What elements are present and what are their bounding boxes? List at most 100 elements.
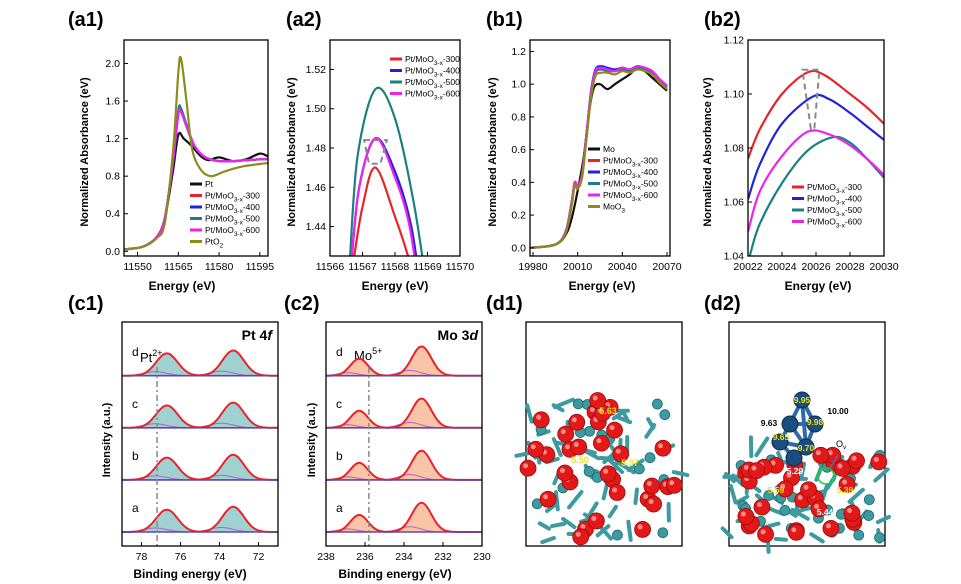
legend-label-s600: Pt/MoO3-x-600 xyxy=(405,89,460,102)
d1-o-highlight xyxy=(530,444,536,450)
d1-o-highlight xyxy=(575,531,581,537)
d2-o-atom xyxy=(737,508,755,525)
x-tick-label-c2: 234 xyxy=(395,551,413,563)
d1-o-atom xyxy=(643,477,661,495)
d2-o-highlight xyxy=(780,483,786,489)
spectrum-label-a: a xyxy=(132,501,139,515)
series-group-b1 xyxy=(530,65,668,249)
legend-label-Pt: Pt xyxy=(205,179,214,189)
x-tick-label-c2: 230 xyxy=(473,551,491,563)
legend-label-s400: Pt/MoO3-x-400 xyxy=(405,66,460,79)
pt-cluster xyxy=(771,391,824,467)
pt-atom xyxy=(781,415,799,433)
y-tick-label-a1: 1.2 xyxy=(105,133,120,145)
charge-label-d2: 9.98 xyxy=(807,417,824,427)
x-tick-label-a2: 11567 xyxy=(348,261,377,273)
d1-slab xyxy=(514,392,690,546)
d1-o-highlight xyxy=(615,448,621,454)
d2-o-atom xyxy=(848,452,865,470)
ylabel-c1: Intensity (a.u.) xyxy=(101,402,113,477)
d1-o-highlight xyxy=(592,395,598,401)
d1-bond xyxy=(561,516,577,530)
legend-label-s400: Pt/MoO3-x-400 xyxy=(205,202,260,215)
d2-bond xyxy=(847,487,865,504)
plot-frame-c1 xyxy=(121,321,279,547)
dashed-highlight-a2 xyxy=(362,139,389,165)
d2-mo-atom xyxy=(863,494,875,506)
d1-bond xyxy=(633,487,639,505)
series-group-b2 xyxy=(748,68,884,256)
d2-o-highlight xyxy=(791,527,797,533)
d2-o-highlight xyxy=(756,502,762,508)
x-tick-label-c1: 76 xyxy=(175,551,187,563)
d1-o-atom xyxy=(572,528,590,546)
d1-bond xyxy=(644,422,657,439)
d1-o-atom xyxy=(587,512,605,530)
y-tick-label-b1: 0.0 xyxy=(511,242,526,254)
ylabel-a1: Normalized Absorbance (eV) xyxy=(79,77,91,227)
fit-envelope-a xyxy=(122,505,278,533)
d2-bond xyxy=(720,526,734,540)
series-line-a2-s500 xyxy=(349,86,424,256)
x-tick-label-c1: 72 xyxy=(253,551,265,563)
x-tick-label-a2: 11568 xyxy=(381,261,410,273)
d2-bond xyxy=(773,536,788,542)
x-tick-label-a2: 11566 xyxy=(316,261,345,273)
y-tick-label-a1: 1.6 xyxy=(105,96,120,108)
legend-label-s500: Pt/MoO3-x-500 xyxy=(807,205,862,218)
d1-mo-atom xyxy=(659,409,671,421)
d1-o-atom xyxy=(519,459,537,477)
legend-label-s300: Pt/MoO3-x-300 xyxy=(807,182,862,195)
d1-o-atom xyxy=(634,521,651,538)
series-line-b1-MoO3 xyxy=(530,68,668,249)
spectrum-label-d: d xyxy=(132,345,139,359)
d1-o-atom xyxy=(570,438,588,456)
d1-o-atom xyxy=(654,439,672,457)
d1-o-highlight xyxy=(643,494,649,500)
y-tick-label-a1: 0.4 xyxy=(105,208,120,220)
xlabel-c1: Binding energy (eV) xyxy=(133,567,246,581)
panel-label-a1: (a1) xyxy=(68,9,104,31)
fit-envelope-c xyxy=(122,401,278,429)
d1-o-atom xyxy=(539,490,557,508)
series-line-a1-PtO2 xyxy=(124,55,268,251)
y-tick-label-b2: 1.04 xyxy=(724,251,745,263)
legend-label-s500: Pt/MoO3-x-500 xyxy=(405,77,460,90)
legend-label-s300: Pt/MoO3-x-300 xyxy=(603,156,658,169)
y-tick-label-a1: 0.0 xyxy=(105,246,120,258)
d1-o-highlight xyxy=(560,429,566,435)
panel-label-d1: (d1) xyxy=(486,293,523,315)
d1-mo-atom xyxy=(633,463,645,475)
x-tick-label-a2: 11570 xyxy=(446,261,475,273)
xlabel-c2: Binding energy (eV) xyxy=(338,567,451,581)
d1-mo-atom xyxy=(583,465,595,477)
spectrum-label-d: d xyxy=(336,345,343,359)
d1-o-atom xyxy=(606,421,623,439)
d2-o-atom xyxy=(812,446,830,464)
d2-o-atom xyxy=(822,520,840,537)
plot-frame-a1 xyxy=(123,39,269,257)
x-tick-label-b2: 20026 xyxy=(801,261,830,273)
d1-bond xyxy=(606,457,625,475)
charge-label-d2: 5.39 xyxy=(837,485,854,495)
charge-label-d2: 10.00 xyxy=(827,406,849,416)
d2-mo-atom xyxy=(853,529,865,541)
d2-bond xyxy=(873,467,890,483)
d1-bond xyxy=(607,504,618,519)
d1-o-highlight xyxy=(543,494,549,500)
d2-o-atom xyxy=(787,523,805,541)
charge-label-d2: 5.44 xyxy=(817,507,834,517)
d2-o-atom xyxy=(757,525,774,543)
y-tick-label-b1: 1.0 xyxy=(511,79,526,91)
d2-o-atom xyxy=(748,462,765,480)
d1-bond xyxy=(537,521,551,531)
legend-label-MoO3: MoO3 xyxy=(603,202,625,215)
d2-o-highlight xyxy=(751,465,757,471)
d2-o-atom xyxy=(843,504,861,522)
spectrum-label-c: c xyxy=(132,397,138,411)
legend-label-Mo: Mo xyxy=(603,144,615,154)
d2-o-highlight xyxy=(842,479,848,485)
y-tick-label-a1: 0.8 xyxy=(105,171,120,183)
spectrum-label-b: b xyxy=(132,449,139,463)
panel-label-b1: (b1) xyxy=(486,9,523,31)
